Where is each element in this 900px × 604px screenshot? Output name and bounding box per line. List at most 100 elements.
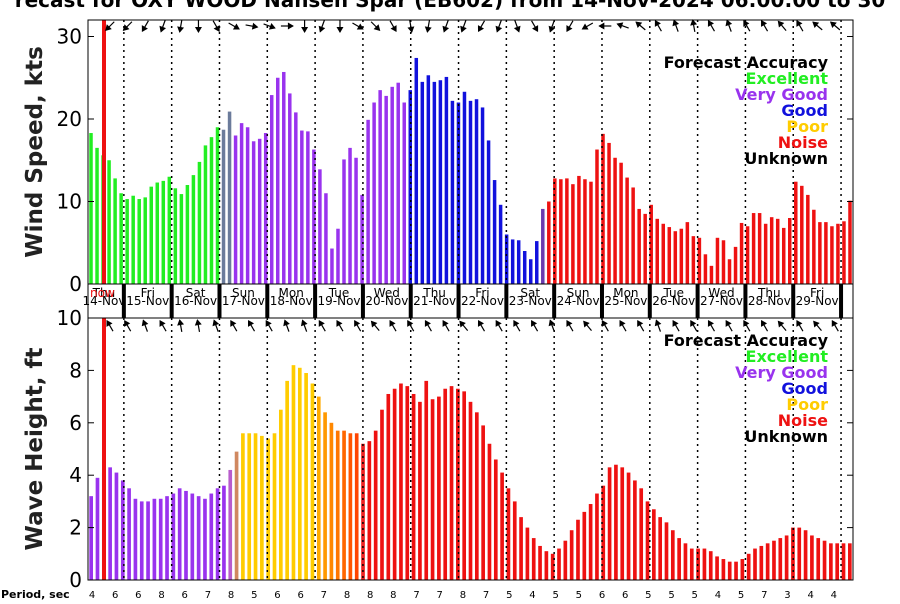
wind-legend-item: Very Good — [735, 85, 828, 104]
wave-bar — [354, 433, 359, 580]
wave-bar — [531, 538, 536, 580]
period-value: 8 — [228, 590, 234, 600]
period-value: 4 — [831, 590, 837, 600]
wave-bar — [702, 548, 707, 580]
wind-bar — [95, 147, 99, 284]
wave-direction-arrow — [370, 320, 380, 331]
arrow-head — [370, 320, 378, 328]
wave-bar — [285, 380, 289, 580]
wave-bar — [266, 438, 271, 580]
wind-bar — [547, 201, 551, 284]
period-value: 5 — [668, 590, 674, 600]
wave-bar — [253, 433, 258, 580]
wind-bar — [342, 159, 346, 284]
wind-bar — [89, 133, 93, 284]
wave-bar — [658, 517, 663, 580]
wind-direction-arrow — [228, 22, 240, 30]
wind-legend-title: Forecast Accuracy — [664, 53, 829, 72]
period-value: 8 — [158, 590, 164, 600]
wave-direction-arrow — [247, 319, 256, 332]
wave-bar — [841, 543, 846, 580]
wind-direction-arrow — [245, 22, 259, 30]
arrow-head — [194, 27, 202, 33]
wind-direction-arrow — [616, 22, 629, 29]
wind-bar — [300, 130, 304, 284]
wind-bar — [769, 217, 774, 284]
wave-direction-arrow — [690, 319, 698, 332]
arrow-head — [654, 319, 662, 327]
arrow-head — [690, 319, 697, 327]
day-date-label: 20-Nov — [365, 294, 408, 308]
wind-direction-arrow — [796, 19, 804, 32]
wave-bar — [576, 519, 580, 580]
wind-bar — [794, 181, 798, 284]
wind-bar — [263, 133, 268, 284]
wind-bar — [806, 194, 810, 284]
arrow-head — [616, 22, 624, 29]
wave-ylabel: Wave Height, ft — [22, 348, 48, 551]
wind-bar — [318, 169, 322, 284]
wave-legend-item: Excellent — [746, 347, 829, 366]
wind-legend-item: Poor — [786, 117, 828, 136]
wave-bar — [209, 493, 214, 580]
arrow-head — [654, 19, 661, 27]
arrow-head — [122, 24, 130, 31]
wave-direction-arrow — [159, 319, 167, 332]
day-name-label: Mon — [279, 286, 304, 300]
wave-bar — [582, 511, 587, 580]
wind-bar — [607, 142, 611, 284]
arrow-head — [672, 319, 679, 327]
day-date-label: 19-Nov — [318, 294, 361, 308]
wave-bar — [506, 488, 511, 580]
period-value: 6 — [622, 590, 628, 600]
day-name-label: Sat — [520, 286, 540, 300]
wind-bar — [619, 162, 623, 284]
arrow-head — [141, 319, 149, 327]
wave-bar — [544, 551, 549, 580]
wave-direction-arrow — [407, 319, 415, 332]
wave-bar — [538, 545, 542, 580]
wave-bar — [139, 501, 144, 580]
wave-bar — [291, 365, 296, 580]
wave-bar — [260, 435, 264, 580]
wave-direction-arrow — [141, 319, 149, 332]
wave-direction-arrow — [707, 319, 715, 332]
wave-now-line — [102, 318, 106, 580]
wave-bar — [664, 522, 669, 580]
arrow-head — [336, 319, 343, 327]
wave-height-panel: 0 2 4 6 8 10 Wave Height, ft Forecast AccuracyE… — [22, 306, 854, 592]
wind-bar — [450, 100, 455, 284]
wind-bar — [571, 184, 575, 284]
wave-direction-arrow — [777, 320, 787, 331]
wind-bar — [601, 133, 605, 284]
wave-ytick-label: 8 — [69, 358, 82, 382]
wave-bar — [645, 501, 650, 580]
day-separator — [169, 284, 174, 318]
period-value: 8 — [390, 590, 396, 600]
arrow-head — [829, 21, 837, 29]
wave-bar — [816, 538, 821, 580]
wind-direction-arrow — [194, 20, 202, 33]
wave-ytick-label: 6 — [69, 411, 82, 435]
day-name-label: Tue — [662, 286, 684, 300]
arrow-head — [460, 25, 467, 33]
wave-bar — [829, 543, 833, 580]
arrow-head — [548, 319, 556, 327]
wind-bar — [269, 95, 274, 284]
arrow-head — [287, 22, 294, 30]
period-value: 5 — [576, 590, 582, 600]
arrow-head — [637, 319, 644, 327]
period-value: 4 — [715, 590, 721, 600]
wind-bar — [113, 178, 117, 284]
wave-bar — [689, 548, 694, 580]
wave-bar — [316, 396, 321, 580]
wave-direction-arrow — [106, 319, 114, 332]
wave-bar — [418, 401, 422, 580]
wave-bar — [626, 472, 631, 580]
period-value: 3 — [784, 590, 790, 600]
wind-bar — [583, 179, 587, 284]
wind-bar — [149, 186, 153, 284]
arrow-head — [707, 319, 715, 327]
wave-bar — [727, 561, 732, 580]
wind-bar — [510, 239, 515, 284]
